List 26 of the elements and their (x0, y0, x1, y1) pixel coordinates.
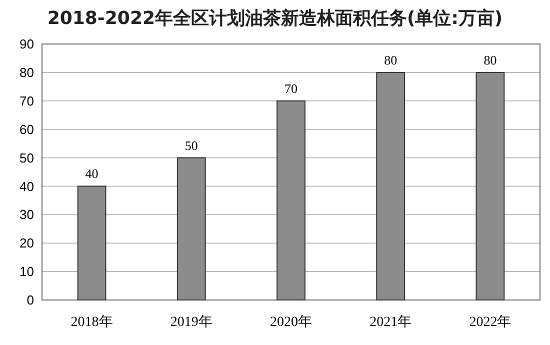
bar (376, 72, 406, 300)
y-tick-label: 70 (20, 93, 34, 108)
x-tick-label: 2018年 (70, 314, 113, 330)
y-tick-label: 20 (20, 236, 34, 251)
bar (476, 72, 505, 300)
y-tick-label: 30 (20, 207, 34, 222)
data-label: 80 (484, 52, 497, 68)
y-tick-label: 50 (20, 150, 34, 166)
y-tick-label: 10 (20, 264, 34, 280)
x-tick-label: 2019年 (170, 314, 212, 330)
bar (77, 186, 106, 300)
y-tick-label: 40 (20, 178, 34, 194)
data-label: 40 (85, 166, 98, 182)
y-tick-label: 90 (20, 36, 34, 52)
x-tick-label: 2020年 (270, 314, 312, 330)
bar (276, 100, 306, 300)
x-tick-label: 2022年 (469, 314, 512, 330)
data-label: 70 (284, 80, 298, 96)
x-tick-label: 2021年 (370, 314, 412, 330)
y-tick-label: 60 (20, 122, 34, 137)
y-tick-label: 80 (20, 64, 34, 80)
data-label: 80 (384, 52, 398, 68)
bar (176, 157, 206, 300)
chart-title: 2018-2022年全区计划油茶新造林面积任务(单位:万亩) (47, 8, 503, 29)
data-label: 50 (184, 138, 198, 153)
y-tick-label: 0 (26, 292, 34, 308)
